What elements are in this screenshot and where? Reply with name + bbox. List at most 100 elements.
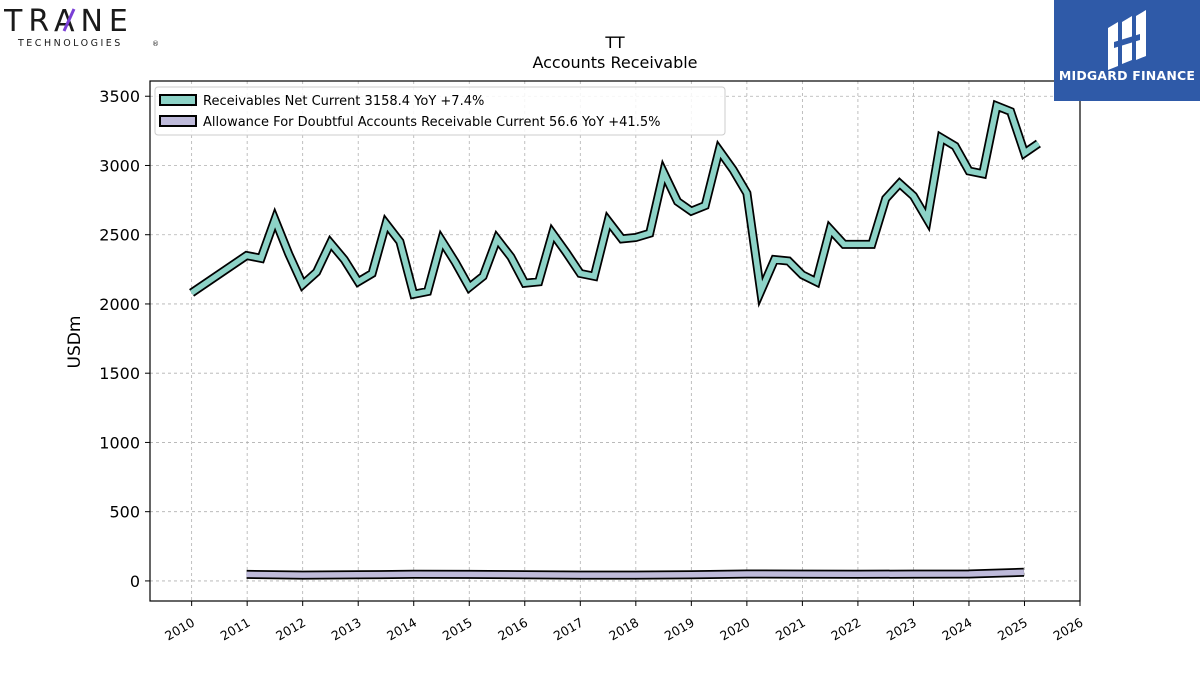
data-point-receivables	[565, 252, 568, 254]
legend-swatch-receivables	[159, 94, 197, 106]
data-point-receivables	[579, 272, 581, 275]
data-point-receivables	[815, 281, 817, 283]
data-point-receivables	[329, 242, 331, 244]
x-tick-label: 2026	[1050, 615, 1085, 644]
data-point-receivables	[704, 205, 706, 207]
x-tick-label: 2010	[162, 615, 197, 644]
series-layer	[189, 99, 1041, 580]
midgard-logo-text: MIDGARD FINANCE	[1058, 68, 1196, 83]
x-tick-label: 2016	[495, 615, 530, 644]
data-point-receivables	[774, 259, 776, 261]
trane-logo-subtext: TECHNOLOGIES	[17, 38, 123, 49]
data-point-receivables	[732, 169, 734, 171]
y-tick-label: 1000	[99, 433, 140, 452]
data-point-receivables	[454, 261, 456, 263]
data-point-allowance	[635, 574, 637, 576]
data-point-receivables	[899, 182, 901, 185]
data-point-allowance	[857, 573, 859, 575]
y-tick-label: 500	[109, 503, 140, 522]
data-point-receivables	[593, 275, 595, 277]
legend-label-allowance: Allowance For Doubtful Accounts Receivab…	[203, 115, 660, 130]
data-point-receivables	[996, 105, 998, 107]
data-point-receivables	[399, 241, 401, 243]
data-point-receivables	[316, 271, 318, 273]
x-tick-label: 2024	[939, 615, 974, 644]
data-point-receivables	[274, 218, 276, 221]
legend-label-receivables: Receivables Net Current 3158.4 YoY +7.4%	[203, 94, 484, 109]
data-point-receivables	[663, 171, 665, 173]
series-line-allowance	[246, 569, 1024, 578]
data-point-receivables	[801, 274, 804, 276]
data-point-receivables	[482, 275, 484, 277]
data-point-receivables	[496, 238, 498, 240]
data-point-receivables	[968, 170, 970, 172]
x-tick-label: 2017	[551, 615, 586, 644]
data-point-receivables	[885, 198, 887, 200]
chart-subtitle: Accounts Receivable	[532, 53, 697, 72]
trane-logo-wordmark: TRANE	[4, 4, 134, 39]
x-tick-label: 2019	[662, 615, 697, 644]
data-point-allowance	[1023, 571, 1025, 573]
data-point-allowance	[690, 574, 692, 576]
x-tick-label: 2021	[773, 615, 808, 644]
data-point-receivables	[510, 256, 512, 258]
data-point-allowance	[968, 573, 970, 575]
x-tick-label: 2014	[384, 615, 419, 644]
x-axis-ticks: 2010 2011 2012 2013 2014 2015 2016 2017 2018 2019…	[162, 601, 1086, 644]
data-point-receivables	[857, 243, 859, 245]
chart-title: TT	[604, 33, 624, 52]
x-tick-label: 2022	[828, 615, 863, 644]
data-point-receivables	[746, 192, 748, 194]
x-tick-label: 2025	[995, 615, 1030, 644]
data-point-receivables	[635, 236, 637, 239]
data-point-allowance	[302, 574, 304, 576]
y-tick-label: 0	[130, 572, 140, 591]
data-point-receivables	[1010, 110, 1012, 113]
data-point-allowance	[912, 573, 915, 575]
data-point-receivables	[191, 292, 193, 294]
data-point-receivables	[260, 257, 262, 259]
data-point-receivables	[427, 290, 429, 293]
legend-swatch-allowance	[159, 115, 197, 127]
data-point-allowance	[468, 573, 470, 576]
y-axis-label: USDm	[65, 316, 85, 369]
legend: Receivables Net Current 3158.4 YoY +7.4%…	[154, 86, 726, 136]
data-point-allowance	[246, 573, 248, 576]
data-point-allowance	[801, 573, 804, 575]
data-point-receivables	[871, 243, 873, 245]
data-point-allowance	[357, 574, 359, 576]
data-point-receivables	[607, 220, 609, 222]
data-point-receivables	[413, 293, 415, 295]
y-axis-ticks: 0 500 1000 1500 2000 2500 3000 3500	[99, 87, 150, 591]
y-tick-label: 2000	[99, 295, 140, 314]
plot-frame	[149, 80, 1081, 602]
y-tick-label: 3000	[99, 156, 140, 175]
data-point-receivables	[357, 281, 359, 283]
data-point-receivables	[1023, 152, 1026, 154]
data-point-allowance	[579, 574, 581, 576]
trane-logo-mark: ®	[152, 40, 159, 48]
data-point-receivables	[246, 254, 248, 257]
data-point-receivables	[926, 218, 928, 221]
y-tick-label: 1500	[99, 364, 140, 383]
data-point-receivables	[343, 259, 345, 261]
data-point-receivables	[288, 253, 290, 255]
legend-box	[154, 86, 726, 136]
data-point-receivables	[538, 281, 540, 283]
series-receivables	[189, 99, 1041, 308]
x-tick-label: 2011	[218, 615, 253, 644]
data-point-receivables	[940, 137, 942, 139]
data-point-receivables	[676, 200, 679, 203]
x-tick-label: 2013	[329, 615, 364, 644]
x-tick-label: 2015	[440, 615, 475, 644]
midgard-finance-logo: MIDGARD FINANCE	[1054, 0, 1200, 101]
data-point-receivables	[621, 238, 623, 240]
data-point-receivables	[1037, 142, 1039, 145]
data-point-allowance	[524, 574, 526, 576]
series-allowance	[246, 567, 1025, 580]
y-tick-label: 3500	[99, 87, 140, 106]
y-tick-label: 2500	[99, 226, 140, 245]
data-point-receivables	[787, 260, 790, 262]
midgard-emblem-icon	[1108, 10, 1146, 70]
